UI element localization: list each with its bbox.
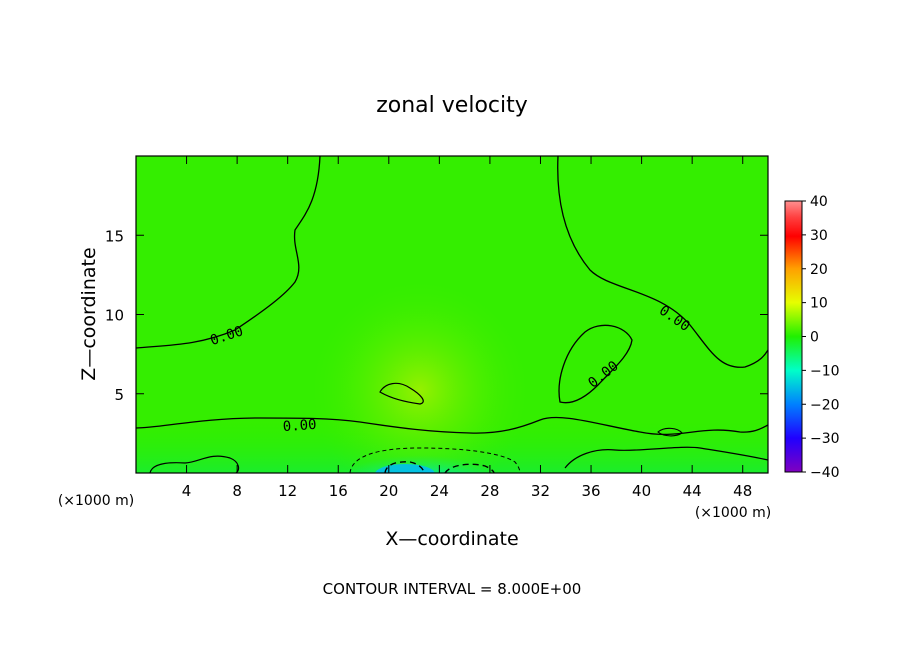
x-tick-label: 44 bbox=[683, 482, 702, 500]
y-tick-label: 10 bbox=[105, 307, 124, 325]
x-tick-label: 24 bbox=[430, 482, 449, 500]
x-axis-title: X—coordinate bbox=[385, 528, 518, 550]
y-axis-title: Z—coordinate bbox=[78, 247, 100, 380]
x-unit-label-left: (×1000 m) bbox=[58, 493, 134, 509]
contour-line-zero-bottom-right bbox=[564, 446, 768, 469]
y-tick-label: 5 bbox=[114, 386, 124, 404]
chart-title: zonal velocity bbox=[376, 93, 528, 118]
colorbar-tick-label: 30 bbox=[810, 228, 828, 244]
x-tick-label: 16 bbox=[329, 482, 348, 500]
heatmap-maximum-region bbox=[310, 280, 530, 473]
colorbar-tick-label: 0 bbox=[810, 330, 819, 346]
plot-area bbox=[136, 156, 768, 473]
x-tick-label: 8 bbox=[232, 482, 242, 500]
contour-line-negative-inner-left bbox=[384, 461, 425, 473]
contour-line-negative-outer bbox=[349, 447, 521, 473]
contour-line-zero-bottom-left bbox=[149, 455, 240, 473]
contour-interval-note: CONTOUR INTERVAL = 8.000E+00 bbox=[323, 580, 582, 598]
x-tick-label: 28 bbox=[480, 482, 499, 500]
colorbar-tick-label: −30 bbox=[810, 431, 840, 447]
colorbar-tick-label: −40 bbox=[810, 465, 840, 481]
contour-line-negative-inner-right bbox=[444, 463, 495, 473]
x-tick-label: 48 bbox=[733, 482, 752, 500]
x-tick-label: 36 bbox=[581, 482, 600, 500]
heatmap-minimum-core bbox=[375, 464, 435, 473]
contour-line-zero-max bbox=[379, 382, 424, 405]
x-tick-label: 12 bbox=[278, 482, 297, 500]
colorbar bbox=[784, 200, 803, 473]
y-axis-ticks: 5 10 15 bbox=[105, 227, 768, 404]
x-axis-ticks: 4 8 12 16 20 24 28 32 36 40 44 48 bbox=[182, 156, 752, 500]
colorbar-ticks: 40 30 20 10 0 −10 −20 −30 −40 bbox=[802, 194, 840, 481]
contour-line-zero-lower bbox=[136, 416, 768, 436]
colorbar-tick-label: 10 bbox=[810, 296, 828, 312]
x-tick-label: 32 bbox=[531, 482, 550, 500]
contour-line-zero-blob bbox=[558, 324, 633, 404]
contour-label: 0.00 bbox=[282, 417, 317, 435]
x-tick-label: 4 bbox=[182, 482, 192, 500]
x-unit-label-right: (×1000 m) bbox=[695, 505, 771, 521]
colorbar-tick-label: −10 bbox=[810, 363, 840, 379]
x-tick-label: 40 bbox=[632, 482, 651, 500]
colorbar-tick-label: 40 bbox=[810, 194, 828, 210]
heatmap-minimum-region bbox=[325, 440, 515, 473]
contour-line-zero-right bbox=[557, 156, 768, 368]
contour-line-zero-small bbox=[657, 427, 683, 437]
x-tick-label: 20 bbox=[379, 482, 398, 500]
contour-line-zero-left bbox=[136, 156, 321, 349]
y-tick-label: 15 bbox=[105, 227, 124, 245]
colorbar-tick-label: 20 bbox=[810, 262, 828, 278]
colorbar-tick-label: −20 bbox=[810, 397, 840, 413]
